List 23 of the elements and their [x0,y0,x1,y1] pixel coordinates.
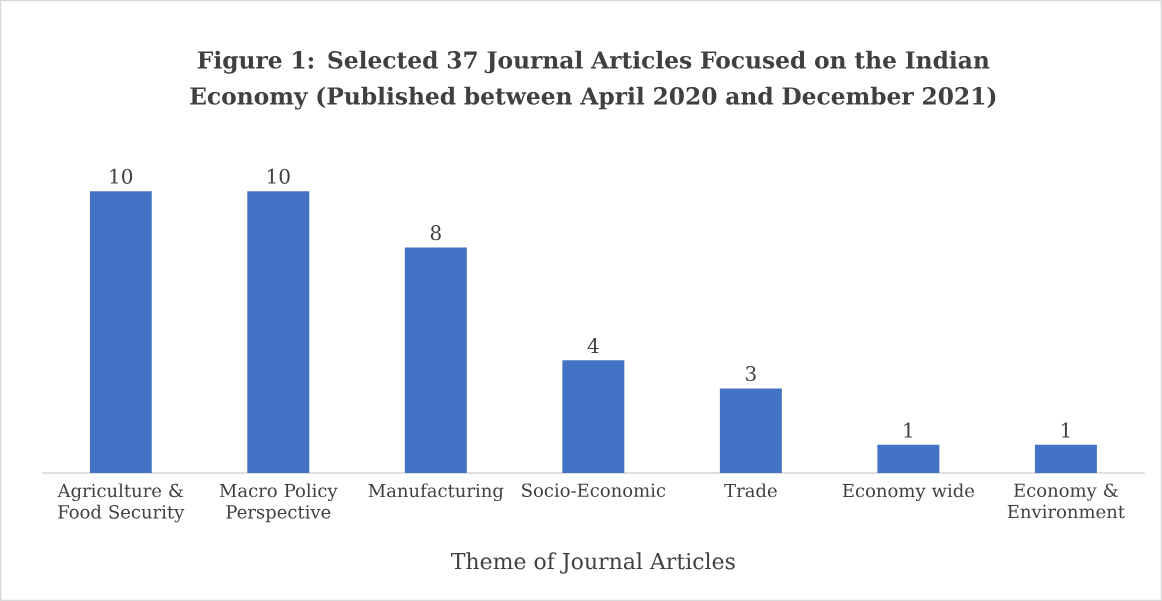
x-tick-label: Manufacturing [368,483,504,502]
data-label: 8 [430,225,441,241]
bar [562,360,625,473]
x-axis-title: Theme of Journal Articles [450,552,735,574]
bar [247,191,310,473]
data-label: 4 [587,338,599,353]
data-label: 1 [904,422,912,438]
x-tick-label: Economy wide [842,483,975,502]
bar [719,388,782,473]
chart-title: Figure 1: Selected 37 Journal Articles Focused on the Indian Economy (Published between April 2020 and December 2021) [190,50,996,110]
bar [404,247,467,473]
data-label: 1 [1062,422,1070,438]
bar [1034,444,1097,473]
bar [877,444,940,473]
x-tick-label: Macro Policy Perspective [219,483,338,523]
x-tick-label: Socio-Economic [522,483,666,498]
data-label: 10 [268,168,290,184]
x-tick-label: Trade [724,483,777,498]
x-tick-label: Economy & Environment [1007,483,1125,519]
data-label: 10 [110,168,133,184]
bar [89,191,152,473]
x-tick-label: Agriculture & Food Security [57,483,185,523]
data-label: 3 [746,365,756,382]
